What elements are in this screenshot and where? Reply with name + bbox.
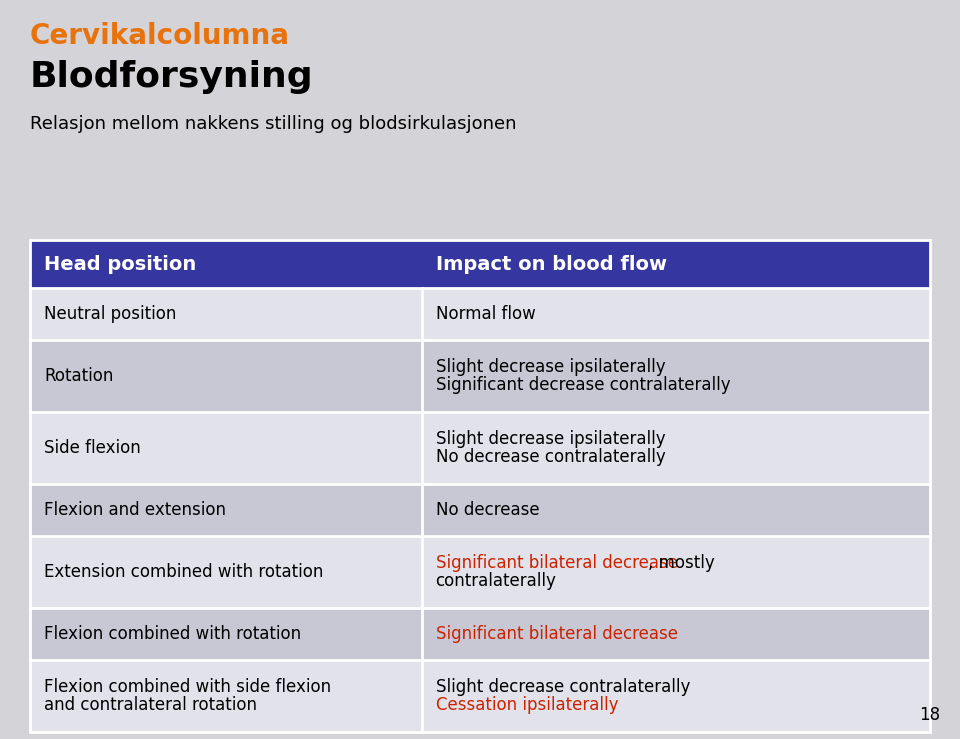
Text: Normal flow: Normal flow — [436, 305, 536, 323]
Text: Slight decrease contralaterally: Slight decrease contralaterally — [436, 678, 690, 696]
Bar — [421, 608, 930, 660]
Text: and contralateral rotation: and contralateral rotation — [44, 696, 257, 714]
Bar — [30, 240, 930, 288]
Bar — [30, 536, 421, 608]
Bar — [30, 412, 421, 484]
Text: Cessation ipsilaterally: Cessation ipsilaterally — [436, 696, 618, 714]
Text: Relasjon mellom nakkens stilling og blodsirkulasjonen: Relasjon mellom nakkens stilling og blod… — [30, 115, 516, 133]
Text: Significant bilateral decrease: Significant bilateral decrease — [436, 554, 678, 572]
Text: Significant decrease contralaterally: Significant decrease contralaterally — [436, 376, 731, 394]
Bar — [421, 288, 930, 340]
Text: Cervikalcolumna: Cervikalcolumna — [30, 22, 290, 50]
Text: 18: 18 — [919, 706, 940, 724]
Text: contralaterally: contralaterally — [436, 572, 557, 590]
Text: Blodforsyning: Blodforsyning — [30, 60, 314, 94]
Text: Slight decrease ipsilaterally: Slight decrease ipsilaterally — [436, 430, 665, 448]
Text: Flexion combined with side flexion: Flexion combined with side flexion — [44, 678, 331, 696]
Bar — [421, 536, 930, 608]
Bar — [30, 660, 421, 732]
Text: Head position: Head position — [44, 254, 196, 273]
Text: Flexion combined with rotation: Flexion combined with rotation — [44, 625, 301, 643]
Bar — [30, 288, 421, 340]
Bar — [30, 484, 421, 536]
Text: , mostly: , mostly — [649, 554, 715, 572]
Text: Slight decrease ipsilaterally: Slight decrease ipsilaterally — [436, 358, 665, 376]
Bar — [30, 608, 421, 660]
Text: Neutral position: Neutral position — [44, 305, 177, 323]
Bar — [421, 660, 930, 732]
Text: Flexion and extension: Flexion and extension — [44, 501, 226, 519]
Bar — [421, 484, 930, 536]
Text: Side flexion: Side flexion — [44, 439, 141, 457]
Bar — [421, 340, 930, 412]
Text: Significant bilateral decrease: Significant bilateral decrease — [436, 625, 678, 643]
Text: No decrease contralaterally: No decrease contralaterally — [436, 448, 665, 466]
Bar — [421, 412, 930, 484]
Text: Rotation: Rotation — [44, 367, 113, 385]
Text: No decrease: No decrease — [436, 501, 540, 519]
Text: Impact on blood flow: Impact on blood flow — [436, 254, 666, 273]
Bar — [30, 340, 421, 412]
Text: Extension combined with rotation: Extension combined with rotation — [44, 563, 324, 581]
